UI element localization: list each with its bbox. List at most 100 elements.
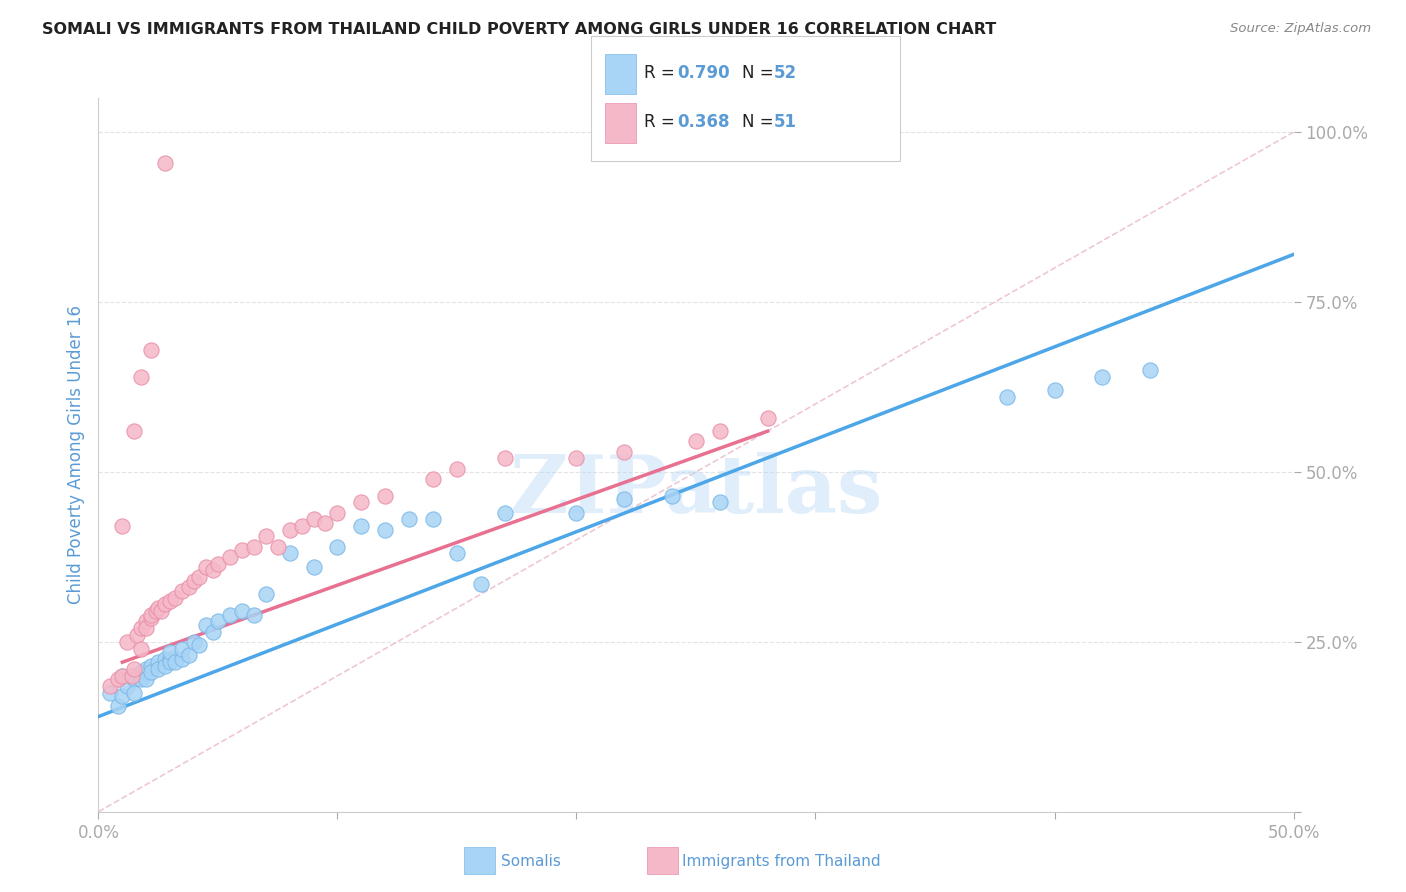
Text: Source: ZipAtlas.com: Source: ZipAtlas.com [1230, 22, 1371, 36]
Point [155, 658, 177, 673]
Point [163, 655, 186, 669]
Point [187, 638, 209, 652]
Point [661, 489, 683, 503]
Text: Immigrants from Thailand: Immigrants from Thailand [682, 855, 880, 869]
Point [139, 665, 162, 680]
Point [350, 495, 373, 509]
Point [131, 672, 153, 686]
Point [149, 604, 172, 618]
Point [121, 669, 143, 683]
Text: ZIPatlas: ZIPatlas [510, 451, 882, 530]
Point [398, 512, 420, 526]
Point [1091, 369, 1114, 384]
Point [107, 699, 129, 714]
Point [139, 607, 162, 622]
Point [159, 655, 181, 669]
Text: Somalis: Somalis [501, 855, 561, 869]
Point [709, 495, 731, 509]
Point [115, 635, 138, 649]
Point [315, 516, 337, 530]
Point [422, 472, 444, 486]
Point [995, 390, 1018, 404]
Point [207, 557, 229, 571]
Text: N =: N = [742, 64, 779, 82]
Point [135, 662, 157, 676]
Point [131, 665, 153, 680]
Point [1139, 363, 1161, 377]
Point [163, 591, 186, 605]
Point [613, 492, 636, 507]
Point [135, 672, 157, 686]
Point [183, 635, 205, 649]
Point [494, 506, 516, 520]
Point [124, 424, 146, 438]
Text: R =: R = [644, 64, 681, 82]
Point [131, 641, 153, 656]
Text: 52: 52 [773, 64, 796, 82]
Point [135, 665, 157, 680]
Point [207, 615, 229, 629]
Point [111, 669, 134, 683]
Point [446, 461, 468, 475]
Point [219, 549, 242, 564]
Point [159, 645, 181, 659]
Point [148, 655, 170, 669]
Point [172, 641, 194, 656]
Point [139, 658, 162, 673]
Point [613, 444, 636, 458]
Text: 0.790: 0.790 [678, 64, 730, 82]
Point [124, 686, 146, 700]
Point [254, 529, 277, 543]
Point [155, 155, 177, 169]
Point [565, 451, 588, 466]
Point [139, 343, 162, 357]
Point [470, 577, 492, 591]
Point [374, 489, 396, 503]
Point [202, 564, 225, 578]
Text: SOMALI VS IMMIGRANTS FROM THAILAND CHILD POVERTY AMONG GIRLS UNDER 16 CORRELATIO: SOMALI VS IMMIGRANTS FROM THAILAND CHILD… [42, 22, 997, 37]
Point [565, 506, 588, 520]
Point [202, 624, 225, 639]
Point [254, 587, 277, 601]
Text: 51: 51 [773, 113, 796, 131]
Point [302, 512, 325, 526]
Text: N =: N = [742, 113, 779, 131]
Point [219, 607, 242, 622]
Point [194, 560, 217, 574]
Point [125, 628, 148, 642]
Point [124, 662, 146, 676]
Y-axis label: Child Poverty Among Girls Under 16: Child Poverty Among Girls Under 16 [66, 305, 84, 605]
Point [115, 679, 138, 693]
Text: R =: R = [644, 113, 681, 131]
Point [187, 570, 209, 584]
Point [98, 679, 122, 693]
Point [155, 598, 177, 612]
Point [1043, 384, 1066, 398]
Point [267, 540, 290, 554]
Point [194, 617, 217, 632]
Point [111, 669, 134, 683]
Point [243, 607, 266, 622]
Point [135, 621, 157, 635]
Point [422, 512, 444, 526]
Point [111, 519, 134, 533]
Point [148, 662, 170, 676]
Point [231, 604, 253, 618]
Point [98, 686, 122, 700]
Point [350, 519, 373, 533]
Point [494, 451, 516, 466]
Point [179, 581, 201, 595]
Point [155, 652, 177, 666]
Point [179, 648, 201, 663]
Point [374, 523, 396, 537]
Point [172, 652, 194, 666]
Point [685, 434, 707, 449]
Point [446, 546, 468, 560]
Point [135, 615, 157, 629]
Point [231, 543, 253, 558]
Point [326, 540, 349, 554]
Point [148, 600, 170, 615]
Point [278, 523, 301, 537]
Point [709, 424, 731, 438]
Point [131, 621, 153, 635]
